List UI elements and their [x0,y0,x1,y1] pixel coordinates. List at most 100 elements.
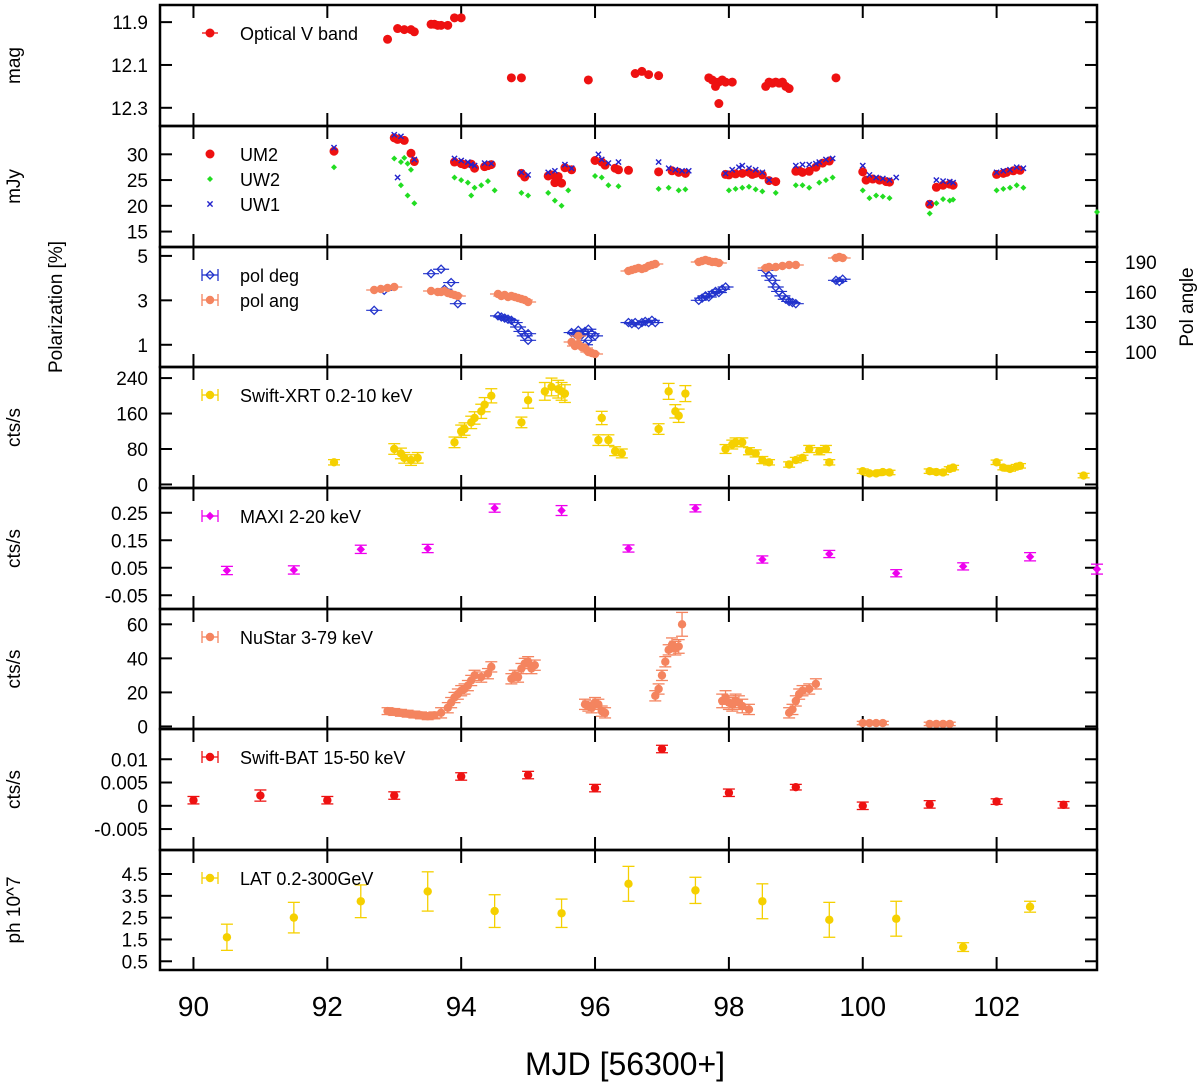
data-point [892,914,901,923]
legend-marker [205,511,215,521]
data-point [452,298,463,309]
data-point [722,170,729,177]
data-point [926,210,933,217]
data-point [487,391,496,401]
y-tick-label: 0 [137,475,148,496]
y-tick-label: 0.25 [111,504,148,525]
data-point [711,81,721,91]
data-point [798,453,807,463]
data-point [729,166,736,173]
data-point [598,174,605,181]
data-point [834,276,845,287]
series-lat-0-2-300gev: LAT 0.2-300GeV [201,865,1037,953]
data-point [939,177,947,185]
y-tick-label: 60 [127,615,148,636]
data-point [925,199,935,209]
data-point [289,913,299,922]
data-point [369,305,380,316]
data-point [518,189,525,196]
data-point [925,800,934,809]
y2-axis-label: Pol angle [1177,267,1198,346]
data-point [691,886,700,895]
data-point [685,167,692,174]
data-point [938,468,948,477]
data-point [523,770,533,780]
data-point [816,179,823,186]
data-point [821,444,831,454]
data-point [703,292,714,302]
data-point [992,169,1002,179]
data-point [771,177,781,187]
data-point [557,506,566,515]
data-point [545,189,552,196]
data-point [829,174,836,181]
data-point [873,192,880,199]
data-point [654,684,663,694]
data-point [806,184,813,191]
legend-label: NuStar 3-79 keV [240,628,373,648]
data-point [677,620,687,629]
data-point [633,319,644,330]
data-point [256,791,265,800]
panel-xrt: 0 80 160 240 cts/s Swift-XRT 0.2-10 keV [4,365,1099,496]
data-point [391,131,398,138]
data-point [829,155,836,162]
data-point [798,686,807,695]
data-point [397,182,404,189]
data-point [551,197,558,204]
data-point [590,349,600,359]
data-point [772,189,779,196]
data-point [886,195,893,202]
series-uw1: UW1 [206,131,1027,215]
data-point [791,455,801,465]
data-point [1000,185,1007,192]
data-point [458,157,465,164]
data-point [592,172,599,179]
y-axis-label: cts/s [4,529,25,568]
data-point [481,159,488,167]
y-tick-label: 0 [137,717,148,738]
data-point [558,202,565,209]
data-point [406,148,416,158]
data-point [714,258,724,268]
data-point [1000,167,1007,174]
y-tick-label: 0.5 [122,952,148,973]
data-point [751,449,760,458]
data-point [1013,164,1020,171]
data-point [540,387,550,396]
data-point [885,177,895,187]
data-point [189,796,198,805]
y-tick-label: 30 [127,145,148,166]
data-point [674,411,683,420]
y-tick-label: -0.05 [105,586,148,607]
data-point [861,175,871,185]
data-point [816,158,823,166]
data-point [1006,166,1014,173]
data-point [727,77,737,87]
data-point [744,705,754,714]
data-point [525,192,532,199]
data-point [383,283,392,293]
data-point [458,177,465,184]
data-point [739,162,746,169]
data-point [790,298,801,309]
data-point [654,167,664,177]
data-point [222,933,232,942]
data-point [858,801,867,810]
y-axis-label: mJy [4,169,25,204]
data-point [390,282,399,292]
data-point [550,178,560,188]
data-point [657,744,667,754]
data-point [329,458,339,467]
x-tick-label: 102 [973,991,1020,1022]
y-tick-label: 80 [127,440,148,461]
panel-lat: 0.51.52.53.54.5 ph 10^7 LAT 0.2-300GeV [4,848,1099,973]
legend-label: Swift-BAT 15-50 keV [240,748,405,768]
data-point [879,175,886,182]
data-point [423,544,432,553]
data-point [356,545,365,554]
data-point [478,182,485,189]
data-point [866,195,873,202]
data-point [771,262,780,272]
